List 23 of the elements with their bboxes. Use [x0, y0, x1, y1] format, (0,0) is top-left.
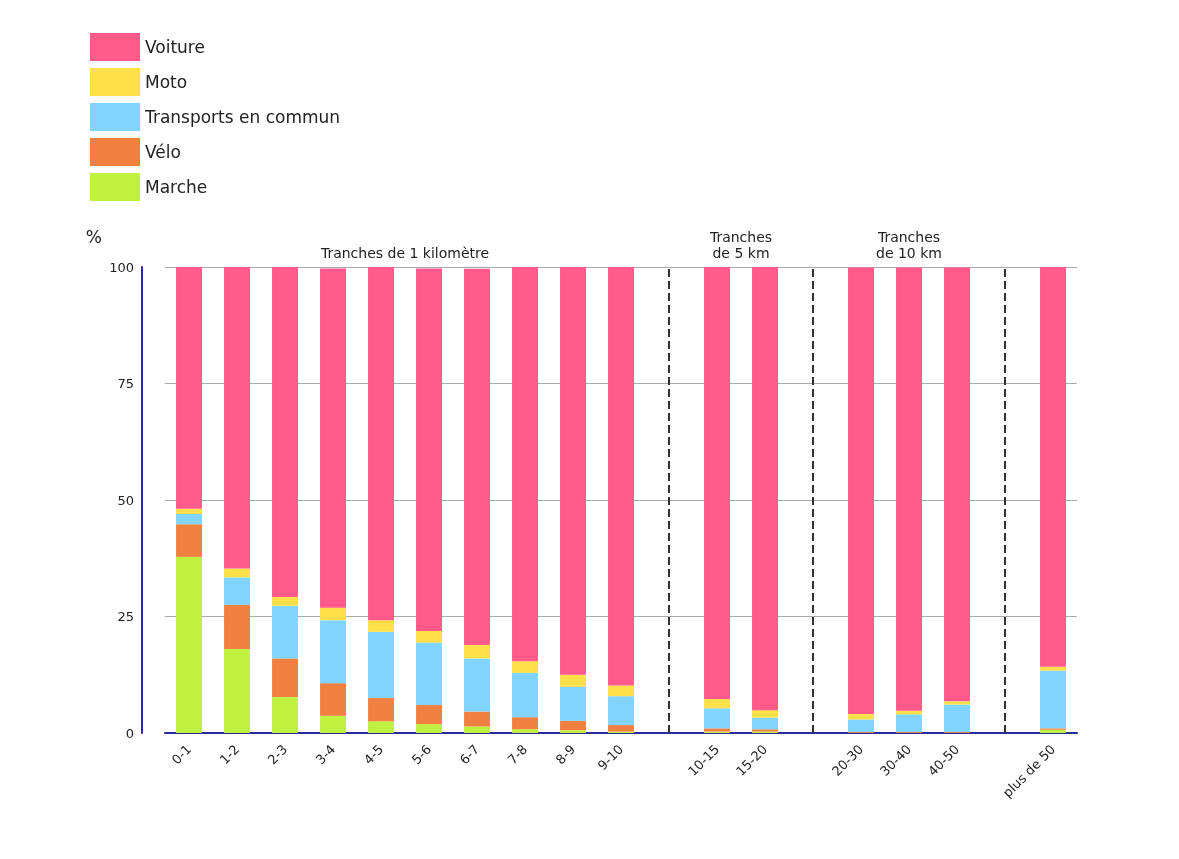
y-tick-label: 75 [117, 376, 134, 391]
text: Tranches de 10 km [876, 229, 942, 261]
y-tick-label: 0 [125, 725, 134, 741]
x-tick-label: 0-1 [168, 741, 195, 768]
x-tick-label: 1-2 [216, 741, 243, 768]
legend-label: Voiture [145, 37, 205, 57]
y-tick-label: 50 [117, 492, 134, 508]
x-tick-label: 3-4 [312, 741, 339, 768]
x-tick-label: 2-3 [264, 741, 291, 768]
y-tick-label: 100 [109, 259, 134, 275]
legend-label: Marche [145, 177, 208, 197]
y-axis-title: % [85, 226, 102, 247]
x-tick-label: 5-6 [408, 741, 435, 768]
legend-label: Vélo [145, 142, 181, 162]
legend-label: Moto [145, 72, 188, 92]
x-tick-label: 4-5 [360, 741, 387, 768]
x-tick-label: 7-8 [504, 741, 531, 768]
y-tick-label: 25 [117, 609, 134, 624]
x-tick-label: 6-7 [456, 741, 483, 768]
x-tick-label: 8-9 [552, 741, 579, 768]
text: Tranches de 1 kilomètre [319, 245, 490, 261]
text: Tranches de 5 km [708, 229, 773, 261]
legend-label: Transports en commun [144, 107, 341, 127]
